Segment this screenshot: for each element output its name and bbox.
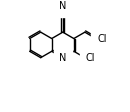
- Text: Cl: Cl: [86, 53, 95, 63]
- Text: N: N: [59, 53, 66, 63]
- Text: Cl: Cl: [97, 33, 106, 44]
- Text: N: N: [59, 1, 66, 11]
